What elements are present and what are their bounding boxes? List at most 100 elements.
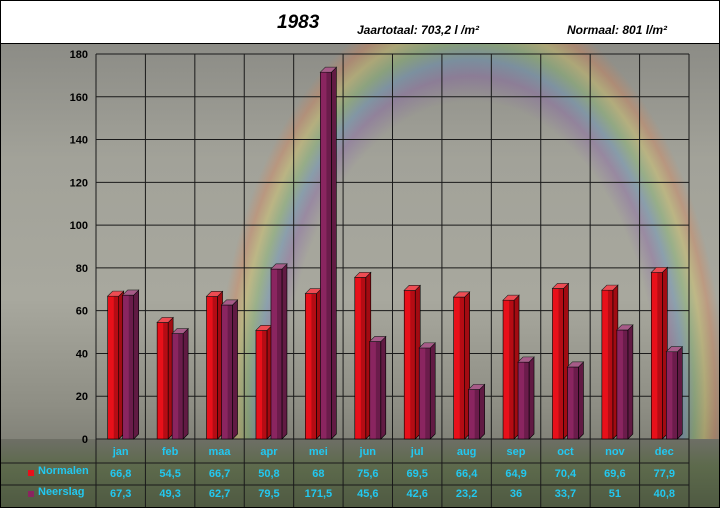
y-tick-label: 100 — [70, 220, 88, 232]
bar-normalen-shade — [558, 288, 564, 439]
bar-neerslag-shade — [524, 362, 530, 439]
bar-neerslag-side — [133, 289, 140, 440]
bar-neerslag-top — [270, 263, 288, 270]
bar-normalen-shade — [163, 322, 169, 439]
bar-normalen — [304, 287, 323, 440]
legend-row-neerslag: Neerslag — [1, 485, 111, 503]
bar-normalen-top — [403, 285, 421, 291]
bar-neerslag-shade — [573, 366, 579, 439]
data-label-normalen: 64,9 — [505, 468, 526, 480]
x-tick-label: maa — [209, 446, 232, 458]
data-label-normalen: 54,5 — [159, 468, 180, 480]
data-label-neerslag: 33,7 — [555, 488, 576, 500]
data-label-neerslag: 67,3 — [110, 488, 131, 500]
y-tick-label: 20 — [76, 391, 88, 403]
bar-neerslag — [220, 299, 239, 440]
bar-normalen — [601, 284, 619, 440]
bar-normalen-top — [106, 290, 125, 297]
data-label-normalen: 70,4 — [555, 468, 577, 480]
bar-neerslag-top — [171, 328, 189, 334]
bar-neerslag-top-highlight — [468, 384, 485, 390]
bar-neerslag-top-highlight — [172, 328, 189, 334]
bar-neerslag-shade — [277, 268, 282, 439]
bar-neerslag-top-highlight — [518, 357, 535, 362]
bar-neerslag-side — [281, 263, 288, 440]
bar-normalen-top-highlight — [305, 288, 322, 294]
bar-neerslag — [616, 324, 634, 440]
bar-neerslag-side — [380, 335, 387, 440]
x-tick-label: jul — [410, 446, 424, 458]
bar-normalen-top — [650, 267, 669, 273]
bar-neerslag-top-highlight — [221, 299, 238, 305]
legend-label-neerslag: Neerslag — [38, 486, 85, 498]
bar-neerslag-top — [220, 299, 239, 306]
bar-neerslag-side — [182, 327, 189, 440]
bar-neerslag — [665, 346, 684, 440]
grid — [95, 53, 690, 440]
bar-normalen-shade — [509, 300, 515, 439]
bar-normalen-top — [551, 283, 570, 289]
y-tick-label: 160 — [70, 92, 88, 104]
bar-neerslag-top — [566, 361, 585, 368]
bar-normalen — [156, 316, 174, 440]
x-tick-label: feb — [162, 446, 179, 458]
bar-neerslag-top-highlight — [122, 290, 139, 296]
data-label-normalen: 50,8 — [258, 468, 279, 480]
y-tick-label: 40 — [76, 348, 88, 360]
bar-normalen-top — [452, 291, 471, 298]
bar-normalen — [452, 291, 471, 440]
data-label-neerslag: 45,6 — [357, 488, 378, 500]
bar-neerslag — [171, 327, 189, 440]
bar-neerslag — [369, 335, 387, 440]
bar-normalen-top-highlight — [404, 285, 421, 291]
chart-title: 1983 — [277, 12, 320, 33]
bar-normalen — [551, 282, 570, 440]
bar-normalen-top-highlight — [354, 272, 371, 278]
bar-neerslag-shade — [622, 329, 628, 439]
bar-neerslag-top-highlight — [270, 263, 287, 269]
data-label-neerslag: 49,3 — [159, 488, 180, 500]
bar-normalen-top — [205, 291, 224, 297]
bar-neerslag-side — [479, 383, 485, 440]
x-tick-label: mei — [309, 446, 328, 458]
y-tick-label: 60 — [76, 306, 88, 318]
landscape-background — [1, 439, 719, 507]
data-label-normalen: 69,6 — [604, 468, 625, 480]
bar-normalen-top-highlight — [255, 325, 272, 331]
data-label-normalen: 77,9 — [654, 468, 675, 480]
x-tick-label: dec — [655, 446, 674, 458]
bar-normalen-top-highlight — [157, 317, 174, 323]
normal-total-label: Normaal: 801 l/m² — [567, 23, 668, 37]
bar-neerslag-side — [429, 342, 436, 440]
bar-normalen — [205, 290, 224, 440]
x-tick-label: jan — [112, 446, 129, 458]
data-table-grid — [1, 439, 690, 507]
data-label-normalen: 69,5 — [406, 468, 427, 480]
bar-neerslag-top — [616, 324, 634, 331]
bar-normalen-top-highlight — [601, 285, 618, 291]
bar-normalen-shade — [360, 277, 366, 439]
x-tick-label: oct — [557, 446, 574, 458]
bar-neerslag-top — [369, 336, 387, 342]
bar-normalen-top-highlight — [107, 291, 124, 297]
bar-normalen-top-highlight — [453, 291, 470, 297]
data-label-normalen: 66,7 — [209, 468, 230, 480]
bar-normalen — [502, 294, 520, 440]
bar-neerslag-top — [121, 289, 140, 296]
data-label-normalen: 75,6 — [357, 468, 378, 480]
bar-neerslag-side — [331, 66, 337, 440]
legend-swatch-normalen — [28, 470, 34, 476]
bar-neerslag-top-highlight — [419, 342, 436, 348]
bar-neerslag-top — [418, 342, 436, 349]
bar-neerslag-top-highlight — [666, 346, 683, 352]
legend-row-normalen: Normalen — [1, 464, 111, 482]
y-tick-label: 180 — [70, 49, 88, 61]
year-total-label: Jaartotaal: 703,2 l /m² — [357, 23, 480, 37]
y-tick-label: 140 — [70, 135, 88, 147]
legend-label-normalen: Normalen — [38, 465, 89, 477]
bar-neerslag-shade — [227, 304, 233, 439]
data-label-neerslag: 36 — [510, 488, 522, 500]
bar-normalen-top-highlight — [503, 295, 520, 301]
x-tick-label: nov — [605, 446, 625, 458]
